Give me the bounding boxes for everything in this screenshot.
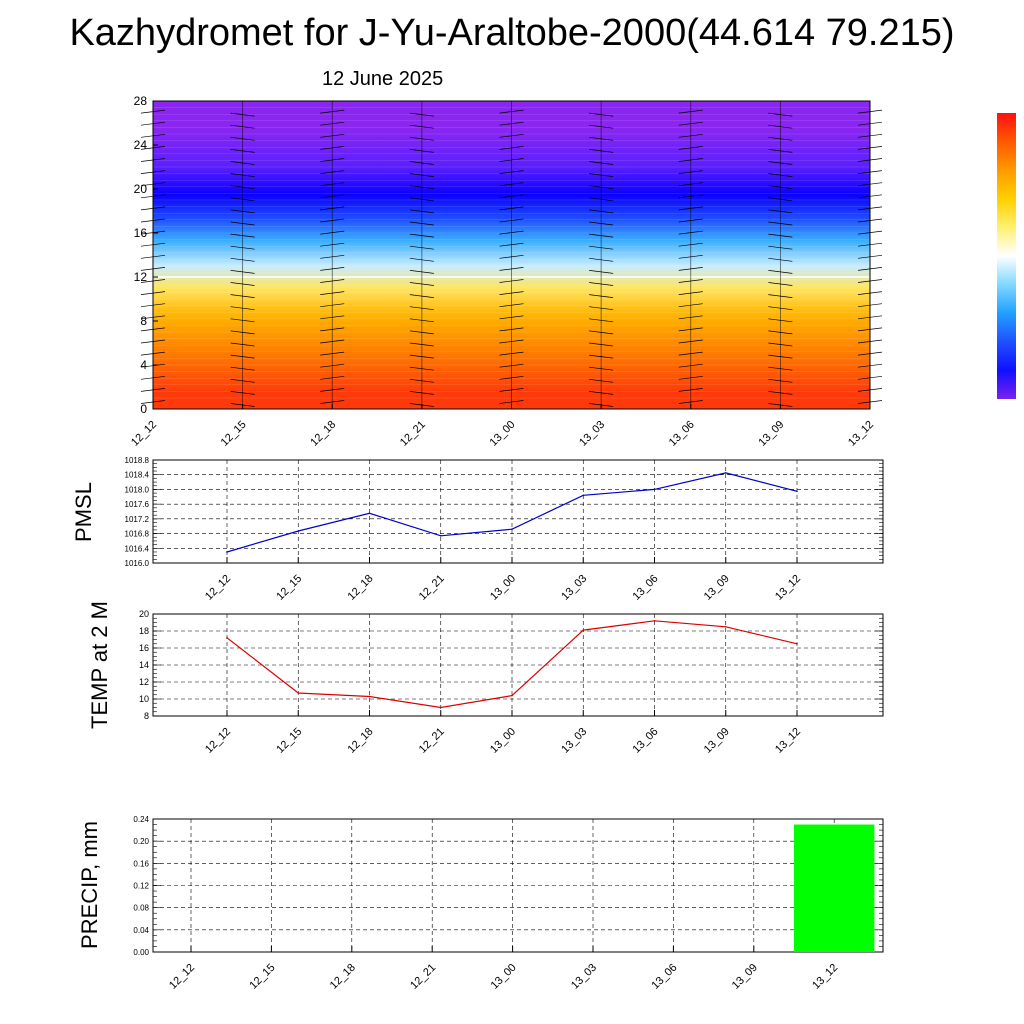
x-tick-label: 12_18	[328, 962, 358, 992]
x-tick-label: 12_18	[346, 573, 376, 603]
y-tick-label: 0.16	[133, 859, 149, 868]
y-tick-label: 20	[134, 182, 148, 196]
x-tick-label: 12_21	[417, 726, 447, 756]
x-tick-label: 13_09	[702, 726, 732, 756]
x-tick-label: 12_12	[203, 573, 233, 603]
data-point	[439, 534, 442, 537]
y-tick-label: 14	[139, 660, 149, 670]
x-tick-label: 13_09	[702, 573, 732, 603]
y-axis-title: TEMP at 2 M	[87, 601, 112, 729]
data-point	[724, 472, 727, 474]
y-tick-label: 1016.4	[125, 544, 150, 553]
y-axis-title: PRECIP, mm	[77, 821, 102, 949]
x-tick-label: 13_03	[577, 419, 607, 449]
x-tick-label: 13_00	[489, 962, 519, 992]
y-tick-label: 12	[134, 270, 148, 284]
x-tick-label: 12_15	[274, 726, 304, 756]
x-tick-label: 12_15	[247, 962, 277, 992]
data-point	[511, 694, 513, 697]
x-tick-label: 13_03	[559, 726, 589, 756]
y-tick-label: 0.04	[133, 926, 149, 935]
chart-subtitle: 12 June 2025	[322, 68, 444, 90]
y-tick-label: 20	[139, 609, 149, 619]
x-tick-label: 13_12	[846, 419, 876, 449]
y-tick-label: 24	[134, 138, 148, 152]
x-tick-label: 13_00	[488, 726, 518, 756]
x-tick-label: 13_00	[488, 573, 518, 603]
y-tick-label: 1016.8	[125, 530, 150, 539]
y-tick-label: 1018.0	[125, 485, 150, 494]
x-tick-label: 12_12	[203, 726, 233, 756]
x-tick-label: 13_03	[569, 962, 599, 992]
x-tick-label: 13_06	[667, 419, 697, 449]
x-tick-label: 12_12	[167, 962, 197, 992]
data-point	[226, 637, 228, 639]
y-tick-label: 0.12	[133, 882, 149, 891]
x-tick-label: 13_03	[559, 573, 589, 603]
y-tick-label: 1018.4	[125, 471, 150, 480]
data-point	[439, 706, 442, 709]
data-point	[796, 490, 798, 493]
panel-frame	[152, 459, 884, 564]
y-axis-title: PMSL	[71, 482, 96, 542]
x-tick-label: 13_12	[773, 726, 803, 756]
y-tick-label: 8	[144, 711, 149, 721]
data-point	[226, 551, 228, 553]
data-point	[368, 695, 371, 698]
y-tick-label: 1016.0	[125, 559, 150, 568]
data-point	[511, 528, 513, 530]
data-point	[297, 692, 300, 694]
y-tick-label: 1017.6	[125, 500, 150, 509]
x-tick-label: 12_12	[129, 419, 159, 449]
x-tick-label: 13_06	[649, 962, 679, 992]
y-tick-label: 0.20	[133, 837, 149, 846]
y-tick-label: 12	[139, 677, 149, 687]
y-tick-label: 1017.2	[125, 515, 150, 524]
y-tick-label: 28	[134, 94, 148, 108]
y-tick-label: 8	[140, 314, 147, 328]
x-tick-label: 12_15	[219, 419, 249, 449]
data-point	[796, 642, 798, 645]
x-tick-label: 13_12	[810, 962, 840, 992]
x-tick-label: 13_06	[631, 573, 661, 603]
y-tick-label: 18	[139, 626, 149, 636]
y-tick-label: 16	[134, 226, 148, 240]
y-tick-label: 0	[140, 402, 147, 416]
precip-bar	[794, 824, 875, 952]
y-tick-label: 4	[140, 358, 147, 372]
x-tick-label: 12_21	[408, 962, 438, 992]
x-tick-label: 12_18	[308, 419, 338, 449]
data-point	[297, 530, 300, 532]
y-tick-label: 1018.8	[125, 456, 150, 465]
x-tick-label: 12_21	[398, 419, 428, 449]
data-point	[582, 494, 585, 497]
x-tick-label: 12_15	[274, 573, 304, 603]
data-point	[368, 512, 371, 515]
data-point	[653, 488, 656, 491]
colorbar	[997, 113, 1016, 399]
y-tick-label: 0.08	[133, 904, 149, 913]
data-point	[724, 625, 727, 628]
y-tick-label: 10	[139, 694, 149, 704]
y-tick-label: 0.00	[133, 948, 149, 957]
chart-title: Kazhydromet for J-Yu-Araltobe-2000(44.61…	[69, 12, 955, 54]
x-tick-label: 13_00	[488, 419, 518, 449]
y-tick-label: 0.24	[133, 815, 149, 824]
data-point	[653, 620, 656, 622]
x-tick-label: 13_09	[756, 419, 786, 449]
x-tick-label: 12_18	[346, 726, 376, 756]
x-tick-label: 13_06	[631, 726, 661, 756]
y-tick-label: 16	[139, 643, 149, 653]
data-point	[582, 629, 585, 631]
x-tick-label: 13_09	[730, 962, 760, 992]
x-tick-label: 13_12	[773, 573, 803, 603]
x-tick-label: 12_21	[417, 573, 447, 603]
